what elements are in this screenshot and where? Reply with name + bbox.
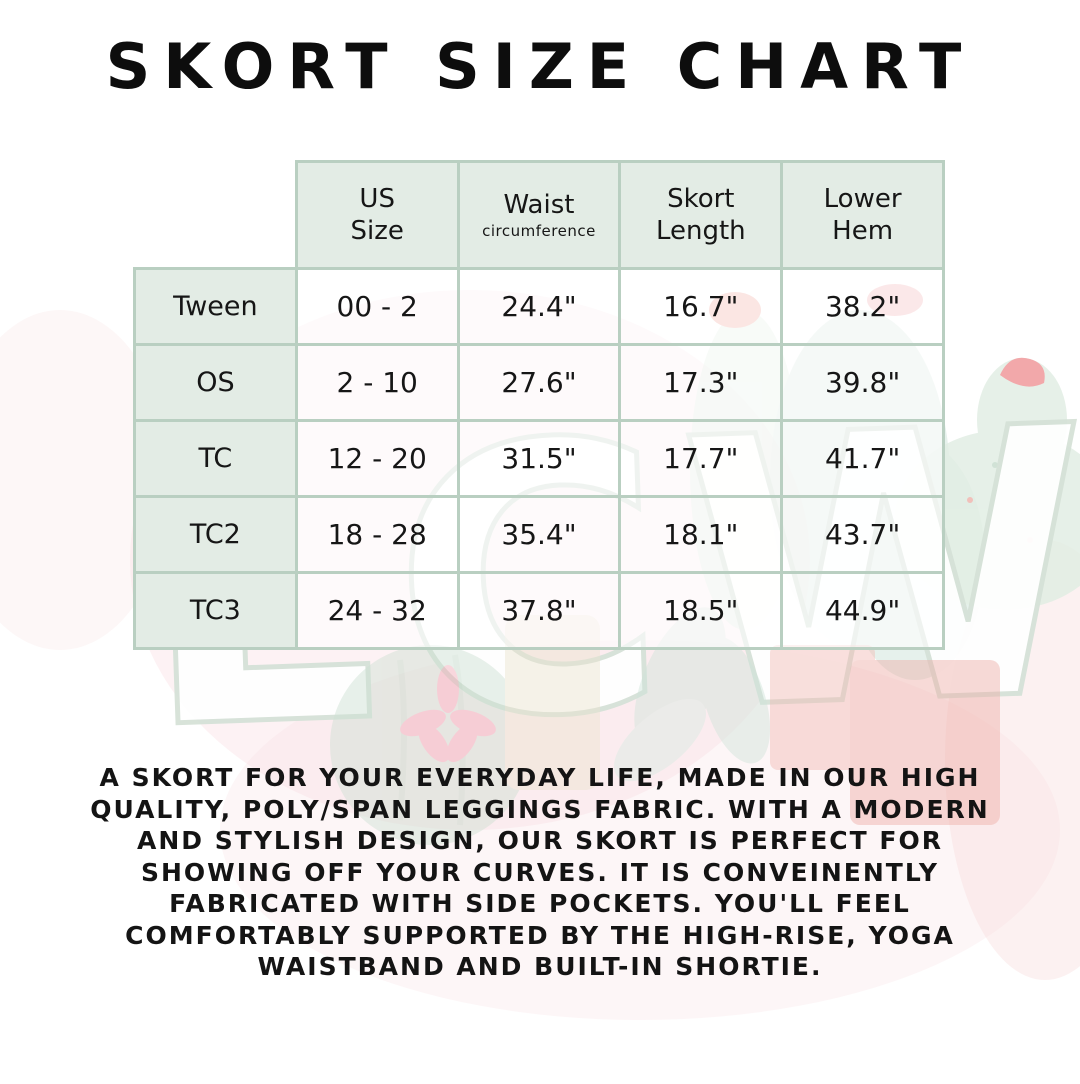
column-header-skort-length: Skort Length xyxy=(618,160,784,270)
table-row-tc2: TC2 18 - 28 35.4" 18.1" 43.7" xyxy=(133,495,945,574)
row-label: OS xyxy=(133,343,298,422)
table-cell-waist: 31.5" xyxy=(456,419,622,498)
page-title: SKORT SIZE CHART xyxy=(105,30,975,103)
header-line: Waist xyxy=(503,190,575,221)
row-label: TC2 xyxy=(133,495,298,574)
table-cell-lower-hem: 38.2" xyxy=(780,267,945,346)
table-cell-us-size: 24 - 32 xyxy=(294,571,460,650)
row-label: TC3 xyxy=(133,571,298,650)
table-cell-waist: 27.6" xyxy=(456,343,622,422)
table-row-tc3: TC3 24 - 32 37.8" 18.5" 44.9" xyxy=(133,571,945,650)
table-cell-us-size: 18 - 28 xyxy=(294,495,460,574)
table-cell-lower-hem: 41.7" xyxy=(780,419,945,498)
row-label: TC xyxy=(133,419,298,498)
table-cell-us-size: 2 - 10 xyxy=(294,343,460,422)
header-line: Skort xyxy=(667,183,735,214)
table-header-row: US Size Waist circumference Skort Length… xyxy=(135,160,945,270)
table-cell-lower-hem: 43.7" xyxy=(780,495,945,574)
table-cell-skort-length: 17.7" xyxy=(618,419,784,498)
table-cell-skort-length: 18.1" xyxy=(618,495,784,574)
product-description: A SKORT FOR YOUR EVERYDAY LIFE, MADE IN … xyxy=(90,763,990,981)
column-header-us-size: US Size xyxy=(294,160,460,270)
table-row-tc: TC 12 - 20 31.5" 17.7" 41.7" xyxy=(133,419,945,498)
table-cell-skort-length: 17.3" xyxy=(618,343,784,422)
table-cell-waist: 35.4" xyxy=(456,495,622,574)
table-cell-lower-hem: 44.9" xyxy=(780,571,945,650)
size-chart-table: US Size Waist circumference Skort Length… xyxy=(133,160,945,650)
column-header-waist: Waist circumference xyxy=(456,160,622,270)
table-row-tween: Tween 00 - 2 24.4" 16.7" 38.2" xyxy=(133,267,945,346)
row-label: Tween xyxy=(133,267,298,346)
table-cell-us-size: 12 - 20 xyxy=(294,419,460,498)
header-line: Size xyxy=(350,216,404,246)
header-line: Lower xyxy=(823,183,902,214)
table-row-os: OS 2 - 10 27.6" 17.3" 39.8" xyxy=(133,343,945,422)
header-line: US xyxy=(359,183,395,214)
table-cell-waist: 37.8" xyxy=(456,571,622,650)
table-cell-lower-hem: 39.8" xyxy=(780,343,945,422)
blank-corner-cell xyxy=(135,162,297,269)
table-cell-us-size: 00 - 2 xyxy=(294,267,460,346)
column-header-lower-hem: Lower Hem xyxy=(780,160,945,270)
table-cell-waist: 24.4" xyxy=(456,267,622,346)
table-cell-skort-length: 18.5" xyxy=(618,571,784,650)
header-line: Length xyxy=(655,216,746,246)
header-subline: circumference xyxy=(482,221,596,240)
table-cell-skort-length: 16.7" xyxy=(618,267,784,346)
header-line: Hem xyxy=(832,216,894,246)
